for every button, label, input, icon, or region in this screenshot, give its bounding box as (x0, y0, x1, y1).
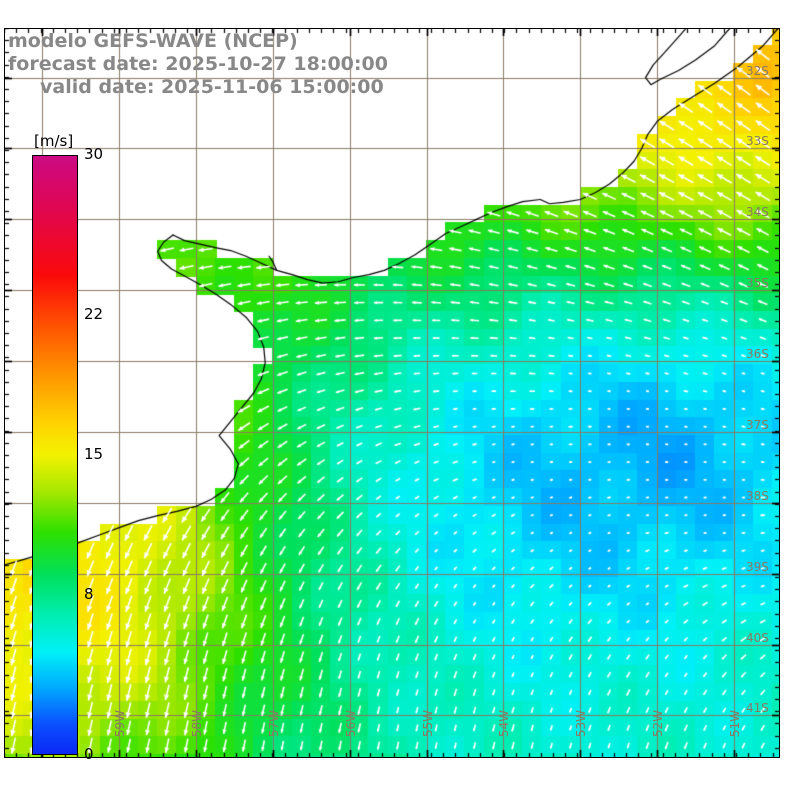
wind-vector-arrows (4, 28, 780, 758)
lat-label-32S: 32S (746, 63, 769, 78)
lon-label-55W: 55W (420, 710, 435, 738)
lat-label-34S: 34S (746, 205, 769, 220)
colorbar-tick-0: 0 (84, 745, 94, 763)
title-line-valid-date: valid date: 2025-11-06 15:00:00 (40, 76, 384, 98)
lon-label-58W: 58W (190, 710, 205, 738)
colorbar-tick-30: 30 (84, 145, 104, 163)
lon-label-52W: 52W (651, 710, 666, 738)
title-line-model: modelo GEFS-WAVE (NCEP) (8, 30, 298, 52)
lon-label-51W: 51W (727, 710, 742, 738)
colorbar-unit-label: [m/s] (34, 132, 74, 150)
chart-title: modelo GEFS-WAVE (NCEP) forecast date: 2… (0, 30, 520, 99)
colorbar (32, 155, 78, 755)
lat-label-39S: 39S (746, 559, 769, 574)
map-plot-area (4, 28, 780, 758)
lat-label-33S: 33S (746, 134, 769, 149)
colorbar-tick-15: 15 (84, 445, 104, 463)
lat-label-35S: 35S (746, 276, 769, 291)
lon-label-53W: 53W (574, 710, 589, 738)
colorbar-tick-8: 8 (84, 584, 94, 603)
lon-label-57W: 57W (266, 710, 281, 738)
lat-label-36S: 36S (746, 347, 769, 362)
lon-label-56W: 56W (343, 710, 358, 738)
title-line-forecast-date: forecast date: 2025-10-27 18:00:00 (8, 53, 388, 75)
lon-label-54W: 54W (497, 710, 512, 738)
lat-label-38S: 38S (746, 488, 769, 503)
lon-label-59W: 59W (113, 710, 128, 738)
colorbar-tick-22: 22 (84, 305, 104, 324)
colorbar-gradient (32, 155, 78, 755)
lat-label-37S: 37S (746, 417, 769, 432)
lat-label-40S: 40S (746, 630, 769, 645)
lat-label-41S: 41S (746, 701, 769, 716)
